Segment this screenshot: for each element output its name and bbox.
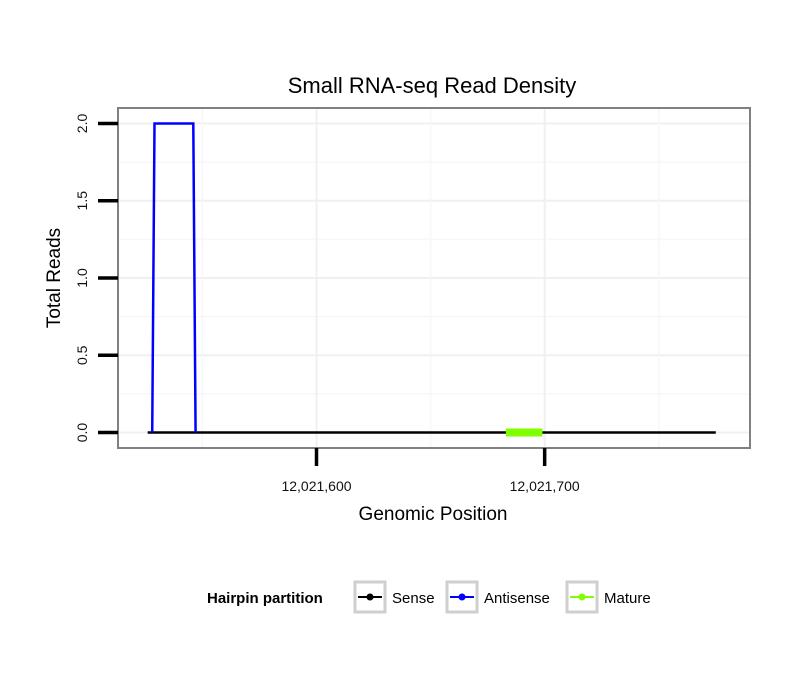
x-axis: 12,021,600 12,021,700: [281, 448, 580, 494]
y-tick-label: 1.5: [74, 191, 90, 211]
grid-lines: [118, 108, 750, 448]
y-tick-label: 0.5: [74, 345, 90, 365]
legend-label-sense: Sense: [392, 590, 435, 607]
legend-key-point: [458, 593, 466, 601]
series-antisense-line: [150, 122, 197, 433]
chart-title: Small RNA-seq Read Density: [288, 73, 577, 98]
legend-key-point: [366, 593, 374, 601]
y-tick-label: 1.0: [74, 268, 90, 288]
series-layer: [147, 122, 716, 437]
x-tick-label: 12,021,600: [281, 478, 351, 494]
legend-key-point: [578, 593, 586, 601]
y-axis: 0.0 0.5 1.0 1.5 2.0: [74, 114, 118, 443]
x-tick-label: 12,021,700: [510, 478, 580, 494]
y-axis-title: Total Reads: [44, 228, 65, 328]
y-tick-label: 0.0: [74, 423, 90, 443]
legend: Hairpin partition Sense Antisense Mature: [207, 580, 651, 614]
x-axis-title: Genomic Position: [359, 504, 508, 525]
legend-label-mature: Mature: [604, 590, 651, 607]
legend-label-antisense: Antisense: [484, 590, 550, 607]
legend-key-antisense: [445, 580, 479, 614]
y-tick-label: 2.0: [74, 114, 90, 134]
legend-title: Hairpin partition: [207, 590, 323, 607]
